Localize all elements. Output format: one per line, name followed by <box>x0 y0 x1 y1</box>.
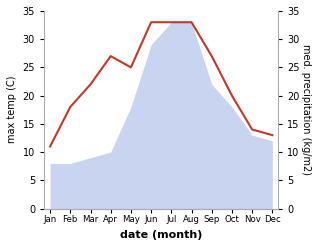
X-axis label: date (month): date (month) <box>120 230 203 240</box>
Y-axis label: max temp (C): max temp (C) <box>7 76 17 144</box>
Y-axis label: med. precipitation (kg/m2): med. precipitation (kg/m2) <box>301 44 311 175</box>
